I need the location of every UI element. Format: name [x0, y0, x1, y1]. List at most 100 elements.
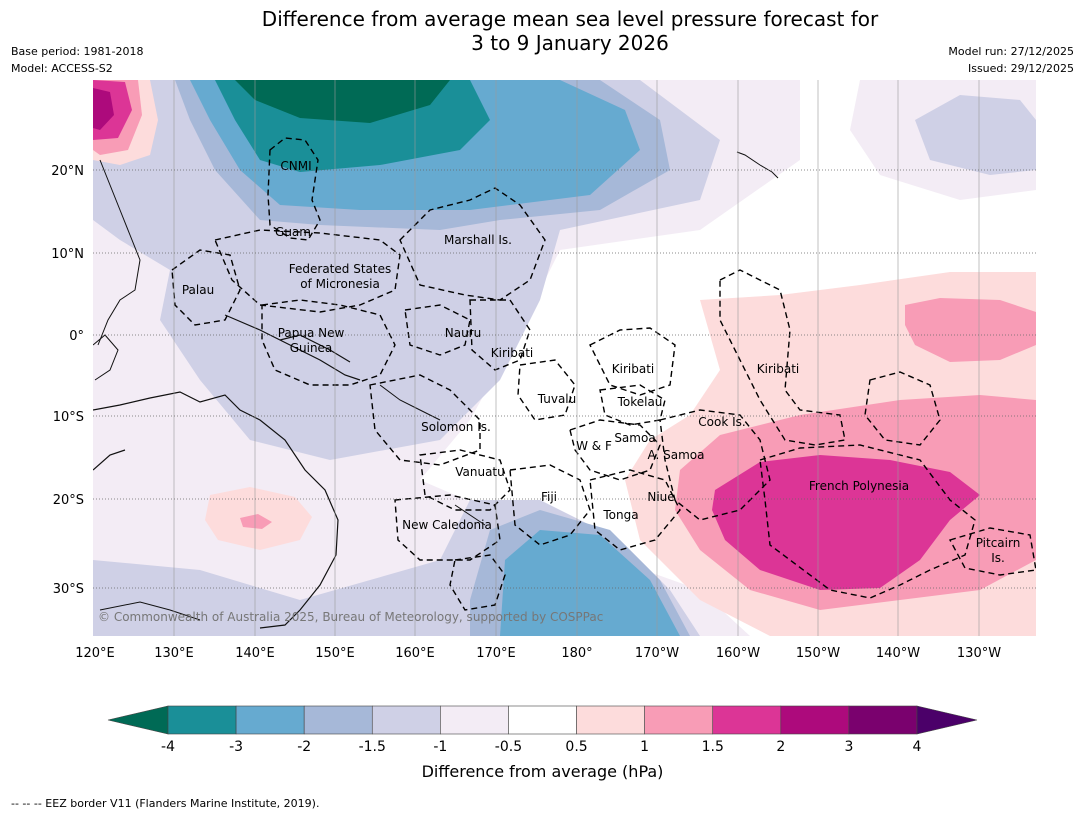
coastline-borneo	[93, 334, 119, 381]
label-cnmi: CNMI	[280, 159, 311, 173]
lat-label: 20°N	[51, 164, 84, 179]
colorbar-tick-label: 1	[640, 739, 649, 755]
lon-label: 180°	[561, 646, 592, 661]
label-french-polynesia: French Polynesia	[809, 479, 909, 493]
eez-borders	[171, 137, 1036, 611]
lon-label: 170°E	[476, 646, 516, 661]
lon-label: 170°W	[635, 646, 679, 661]
colorbar-under-arrow	[107, 705, 169, 735]
lon-label: 130°E	[154, 646, 194, 661]
coastline-nz	[99, 601, 201, 621]
coastline-hawaii	[736, 151, 779, 179]
contour-pos-1-aus	[240, 514, 272, 529]
model-name: Model: ACCESS-S2	[11, 62, 113, 75]
colorbar-tick-label: 0.5	[565, 739, 587, 755]
contour-neg-2-south	[500, 530, 680, 636]
colorbar-ticks: -4 -3 -2 -1.5 -1 -0.5 0.5 1 1.5 2 3 4	[161, 739, 922, 755]
label-fiji: Fiji	[541, 490, 557, 504]
label-pitcairn-line1: Pitcairn	[976, 536, 1021, 550]
colorbar-tick-label: -1	[433, 739, 447, 755]
label-fsm-line1: Federated States	[289, 262, 391, 276]
graticule-meridians	[173, 80, 980, 636]
label-nauru: Nauru	[445, 326, 481, 340]
label-kiribati-central: Kiribati	[612, 362, 654, 376]
colorbar-tick-label: -2	[297, 739, 311, 755]
issued-date: Issued: 29/12/2025	[967, 62, 1074, 75]
latitude-labels: 20°N 10°N 0° 10°S 20°S 30°S	[51, 164, 84, 597]
lat-label: 10°S	[53, 410, 84, 425]
eez-kiribati-phoenix	[589, 327, 676, 396]
colorbar-cell	[508, 705, 577, 735]
label-fsm-line2: of Micronesia	[300, 277, 380, 291]
label-american-samoa: A. Samoa	[648, 448, 705, 462]
colorbar: -4 -3 -2 -1.5 -1 -0.5 0.5 1 1.5 2 3 4	[107, 705, 978, 755]
colorbar-tick-label: -3	[229, 739, 243, 755]
label-niue: Niue	[647, 490, 674, 504]
colorbar-tick-label: 4	[913, 739, 922, 755]
label-pitcairn-line2: Is.	[991, 551, 1005, 565]
label-marshall: Marshall Is.	[444, 233, 512, 247]
eez-nauru	[404, 304, 471, 356]
contour-pos-1-east-north	[905, 298, 1036, 362]
pressure-anomaly-field: CNMI Guam Marshall Is. Federated States …	[93, 80, 1036, 636]
lon-label: 150°E	[315, 646, 355, 661]
colorbar-tick-label: -0.5	[495, 739, 522, 755]
colorbar-cell	[576, 705, 645, 735]
colorbar-over-arrow	[916, 705, 978, 735]
eez-kiribati-gilbert	[469, 299, 531, 371]
eez-pitcairn	[948, 527, 1036, 576]
meta-right: Model run: 27/12/2025 Issued: 29/12/2025	[948, 43, 1074, 77]
model-run: Model run: 27/12/2025	[948, 45, 1074, 58]
label-tonga: Tonga	[602, 508, 638, 522]
coastline-png	[224, 314, 361, 381]
label-tokelau: Tokelau	[617, 395, 663, 409]
eez-marshall	[399, 187, 546, 301]
eez-kiribati-line	[719, 269, 846, 446]
eez-tonga-niue	[589, 469, 681, 551]
lon-label: 120°E	[75, 646, 115, 661]
contour-pos-2-asia	[93, 88, 114, 130]
colorbar-tick-label: 1.5	[702, 739, 724, 755]
contour-neg-4	[235, 80, 450, 123]
lat-label: 0°	[69, 329, 84, 344]
contour-pos-1.5-east	[712, 455, 980, 590]
label-kiribati-west: Kiribati	[491, 346, 533, 360]
label-new-caledonia: New Caledonia	[402, 518, 492, 532]
label-palau: Palau	[182, 283, 214, 297]
eez-cnmi	[267, 137, 321, 241]
label-guam: Guam	[275, 225, 311, 239]
label-samoa: Samoa	[614, 431, 655, 445]
colorbar-tick-label: 2	[776, 739, 785, 755]
colorbar-cell	[371, 705, 441, 735]
lon-label: 160°W	[716, 646, 760, 661]
colorbar-cell	[780, 705, 850, 735]
eez-tuvalu	[517, 359, 576, 421]
label-png-line1: Papua New	[278, 326, 345, 340]
copyright-notice: © Commonwealth of Australia 2025, Bureau…	[98, 610, 603, 624]
eez-french-polynesia-north	[864, 371, 941, 446]
lat-label: 30°S	[53, 582, 84, 597]
lon-label: 130°W	[957, 646, 1001, 661]
lat-label: 20°S	[53, 493, 84, 508]
eez-cook	[659, 409, 771, 521]
colorbar-cell	[848, 705, 918, 735]
meta-left: Base period: 1981-2018 Model: ACCESS-S2	[11, 43, 143, 77]
eez-samoa-wf	[569, 419, 661, 481]
colorbar-cell	[644, 705, 714, 735]
eez-footnote: -- -- -- EEZ border V11 (Flanders Marine…	[11, 797, 320, 810]
label-solomon: Solomon Is.	[421, 420, 491, 434]
label-vanuatu: Vanuatu	[455, 465, 505, 479]
longitude-labels: 120°E 130°E 140°E 150°E 160°E 170°E 180°…	[75, 646, 1001, 661]
label-kiribati-east: Kiribati	[757, 362, 799, 376]
coastline-solomons	[379, 384, 441, 421]
colorbar-cell	[235, 705, 305, 735]
lon-label: 140°W	[876, 646, 920, 661]
base-period: Base period: 1981-2018	[11, 45, 144, 58]
lon-label: 140°E	[235, 646, 275, 661]
label-wallis: W & F	[576, 439, 612, 453]
eez-norfolk	[449, 554, 506, 611]
coastline-newcal	[454, 504, 486, 526]
colorbar-tick-label: -1.5	[359, 739, 386, 755]
lat-label: 10°N	[51, 247, 84, 262]
